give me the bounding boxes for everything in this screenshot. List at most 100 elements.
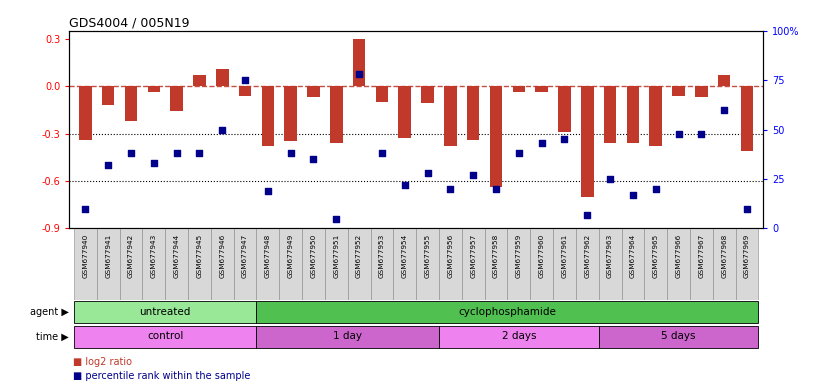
Point	[238, 77, 251, 83]
Text: GSM677955: GSM677955	[424, 234, 431, 278]
Bar	[553, 228, 576, 300]
Bar	[102, 86, 114, 105]
Point	[467, 172, 480, 178]
Bar	[211, 228, 233, 300]
Text: cyclophosphamide: cyclophosphamide	[459, 306, 557, 316]
Text: 2 days: 2 days	[502, 331, 536, 341]
Bar	[171, 86, 183, 111]
Bar	[74, 228, 97, 300]
Text: GSM677968: GSM677968	[721, 234, 727, 278]
Bar	[370, 228, 393, 300]
Text: GSM677959: GSM677959	[516, 234, 521, 278]
Bar	[74, 326, 256, 348]
Text: agent ▶: agent ▶	[30, 306, 69, 316]
Text: GSM677941: GSM677941	[105, 234, 111, 278]
Text: GSM677956: GSM677956	[447, 234, 454, 278]
Bar	[256, 228, 279, 300]
Point	[330, 215, 343, 222]
Point	[398, 182, 411, 188]
Point	[421, 170, 434, 176]
Bar	[262, 86, 274, 146]
Text: GSM677962: GSM677962	[584, 234, 590, 278]
Text: GSM677945: GSM677945	[197, 234, 202, 278]
Text: 1 day: 1 day	[333, 331, 362, 341]
Text: GSM677943: GSM677943	[151, 234, 157, 278]
Point	[558, 136, 571, 142]
Text: GSM677958: GSM677958	[493, 234, 499, 278]
Bar	[398, 86, 411, 138]
Point	[581, 212, 594, 218]
Bar	[97, 228, 120, 300]
Point	[124, 150, 137, 156]
Bar	[690, 228, 712, 300]
Bar	[512, 86, 526, 93]
Bar	[741, 86, 753, 151]
Point	[79, 206, 92, 212]
Text: 5 days: 5 days	[661, 331, 696, 341]
Bar	[530, 228, 553, 300]
Bar	[375, 86, 388, 102]
Bar	[599, 326, 758, 348]
Point	[695, 131, 708, 137]
Point	[102, 162, 115, 168]
Text: GSM677940: GSM677940	[82, 234, 88, 278]
Bar	[467, 86, 480, 140]
Bar	[353, 39, 366, 86]
Point	[650, 186, 663, 192]
Point	[627, 192, 640, 198]
Point	[740, 206, 753, 212]
Text: GSM677960: GSM677960	[539, 234, 544, 278]
Bar	[650, 86, 662, 146]
Point	[284, 150, 297, 156]
Bar	[439, 326, 599, 348]
Bar	[416, 228, 439, 300]
Bar	[622, 228, 645, 300]
Point	[512, 150, 526, 156]
Bar	[439, 228, 462, 300]
Text: GSM677949: GSM677949	[288, 234, 294, 278]
Bar	[330, 86, 343, 143]
Bar	[325, 228, 348, 300]
Text: GSM677944: GSM677944	[174, 234, 180, 278]
Bar	[508, 228, 530, 300]
Bar	[672, 86, 685, 96]
Bar	[735, 228, 758, 300]
Point	[147, 160, 160, 166]
Bar	[348, 228, 370, 300]
Bar	[581, 86, 593, 197]
Bar	[285, 86, 297, 141]
Bar	[695, 86, 707, 97]
Bar	[302, 228, 325, 300]
Text: GSM677954: GSM677954	[401, 234, 408, 278]
Bar	[307, 86, 320, 97]
Bar	[120, 228, 142, 300]
Text: GSM677969: GSM677969	[744, 234, 750, 278]
Bar	[188, 228, 211, 300]
Point	[215, 126, 228, 132]
Bar	[393, 228, 416, 300]
Text: GSM677965: GSM677965	[653, 234, 659, 278]
Bar	[558, 86, 570, 132]
Point	[193, 150, 206, 156]
Text: GDS4004 / 005N19: GDS4004 / 005N19	[69, 17, 190, 30]
Bar	[148, 86, 160, 93]
Point	[490, 186, 503, 192]
Point	[604, 176, 617, 182]
Text: GSM677952: GSM677952	[356, 234, 362, 278]
Bar	[279, 228, 302, 300]
Bar	[256, 326, 439, 348]
Point	[353, 71, 366, 77]
Text: GSM677964: GSM677964	[630, 234, 636, 278]
Bar	[576, 228, 599, 300]
Bar	[193, 75, 206, 86]
Text: GSM677953: GSM677953	[379, 234, 385, 278]
Point	[307, 156, 320, 162]
Point	[717, 107, 730, 113]
Bar	[239, 86, 251, 96]
Point	[444, 186, 457, 192]
Text: ■ percentile rank within the sample: ■ percentile rank within the sample	[73, 371, 251, 381]
Point	[261, 188, 274, 194]
Bar	[718, 75, 730, 86]
Bar	[421, 86, 434, 104]
Text: GSM677950: GSM677950	[311, 234, 317, 278]
